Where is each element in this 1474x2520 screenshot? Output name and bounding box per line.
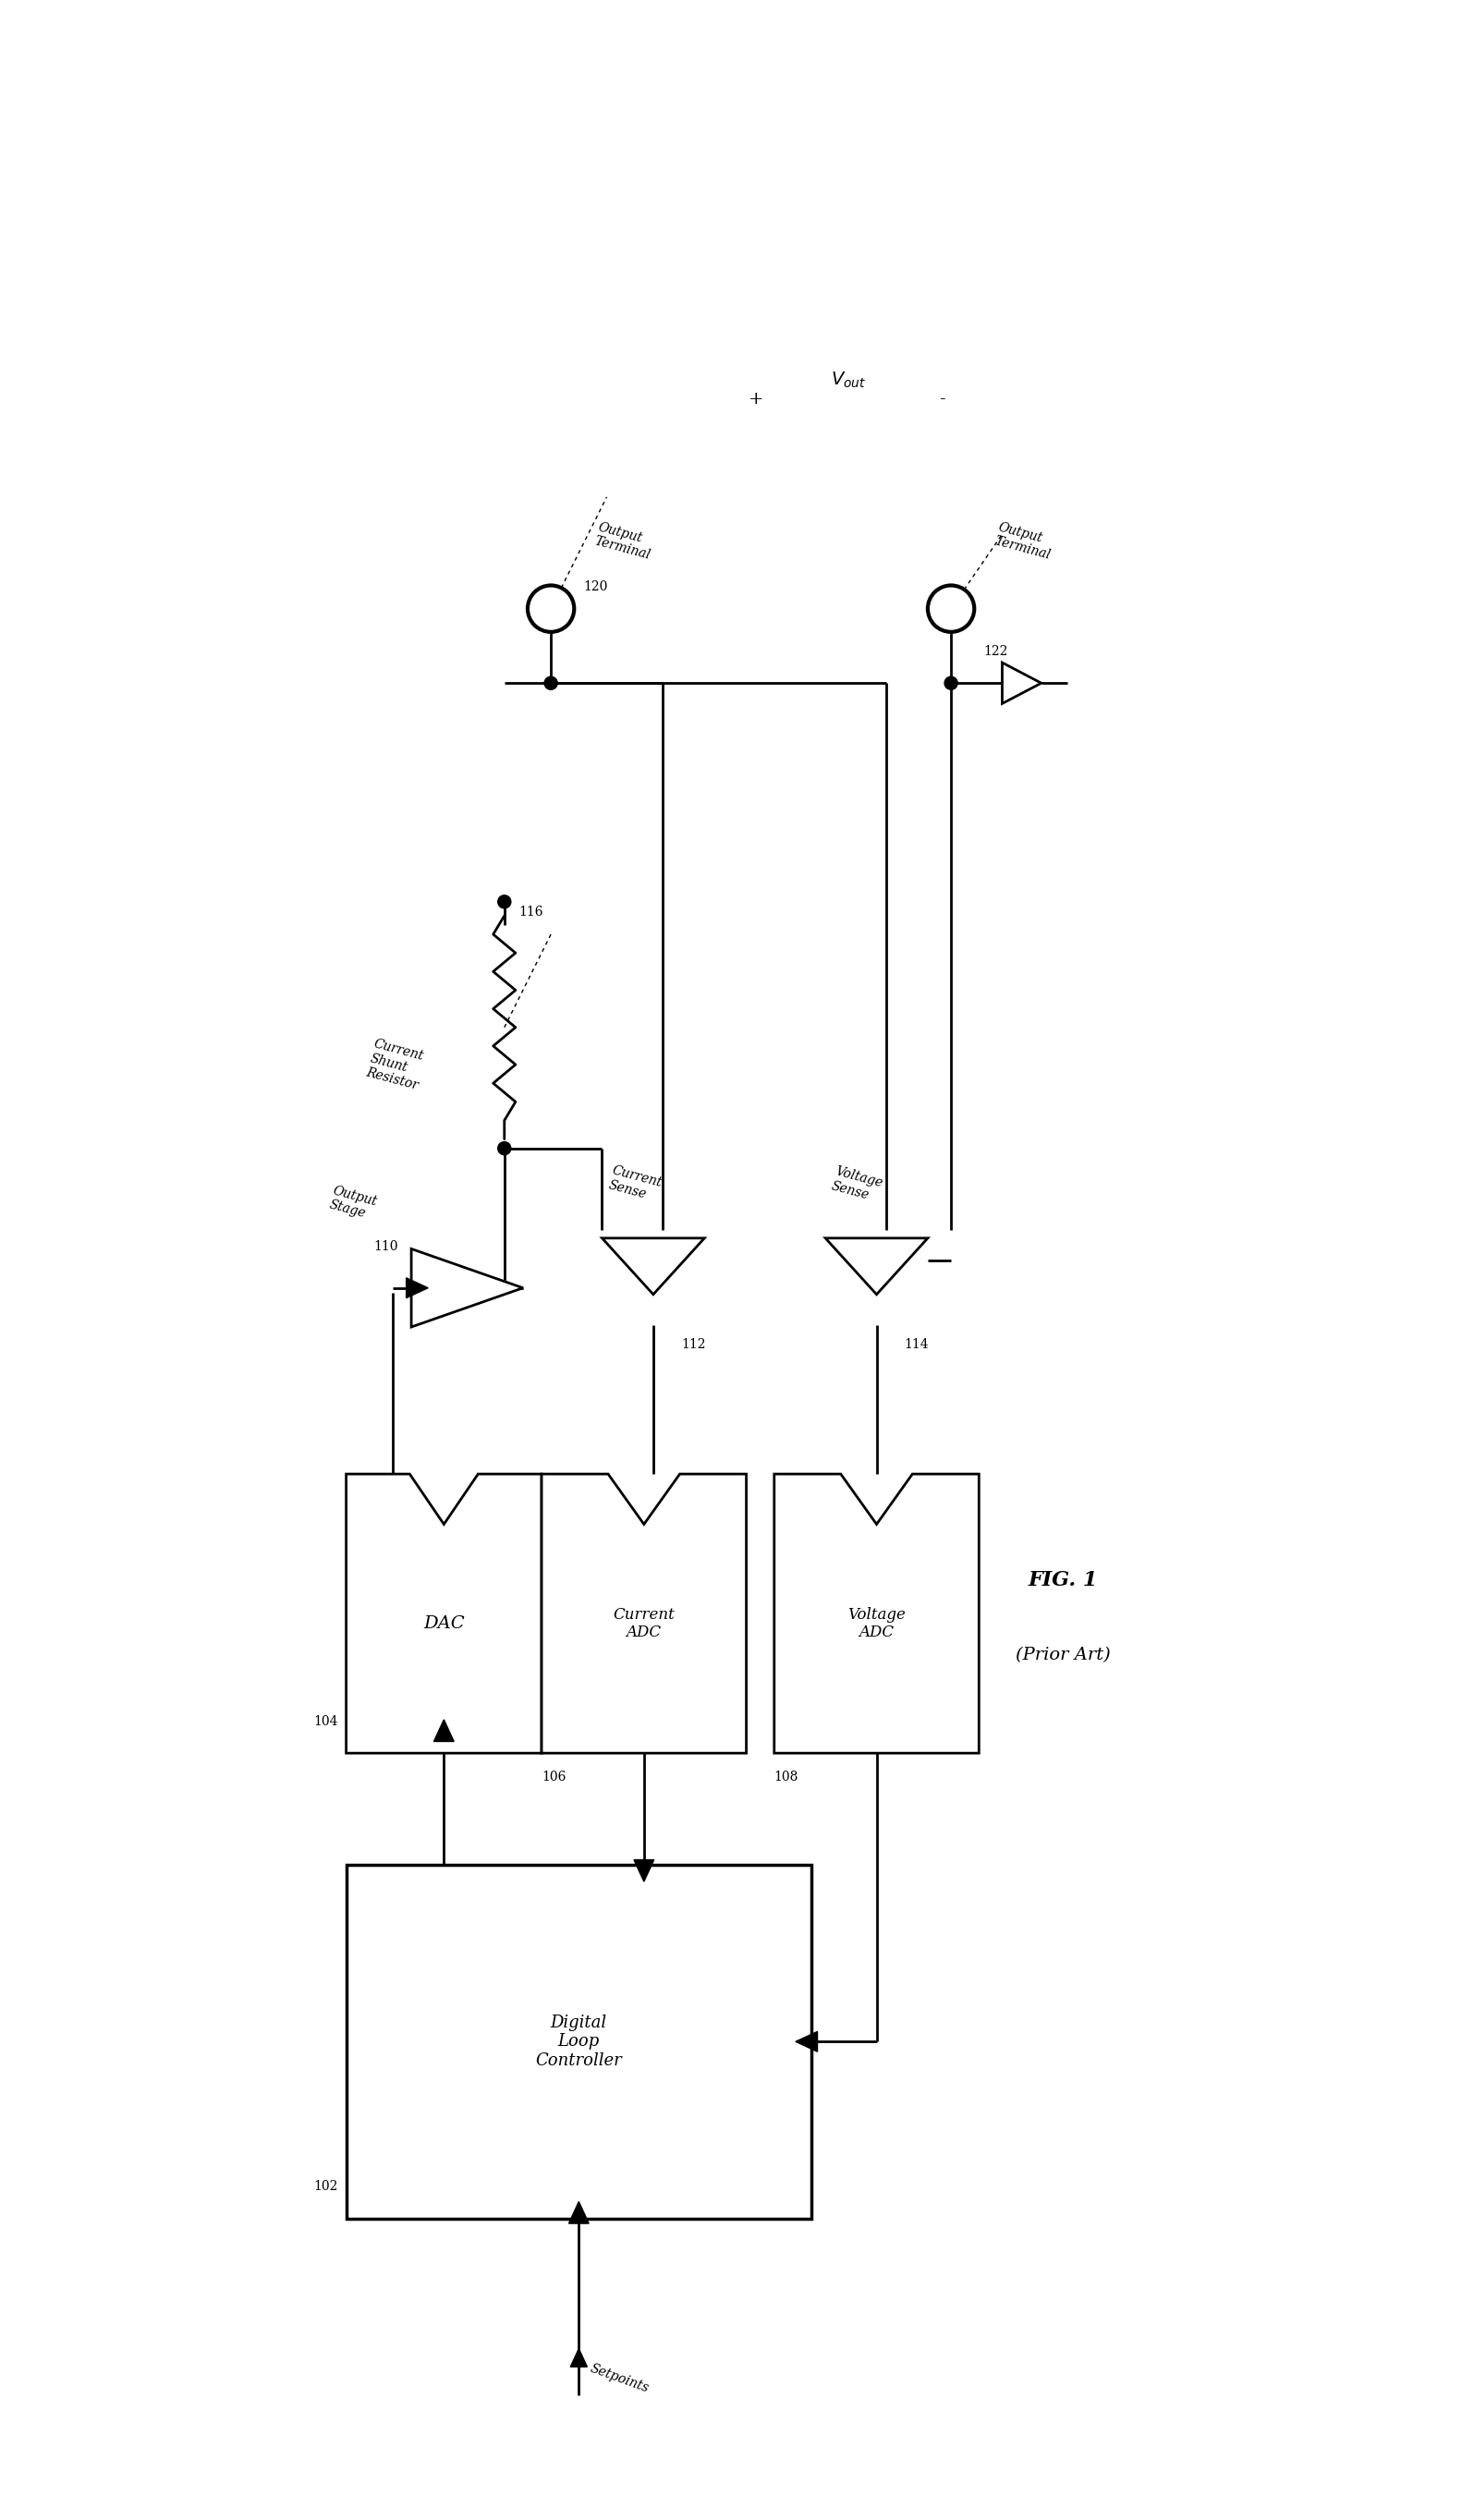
Text: Current
Sense: Current Sense <box>607 1164 663 1205</box>
Polygon shape <box>634 1860 654 1882</box>
Text: Digital
Loop
Controller: Digital Loop Controller <box>535 2013 622 2069</box>
Polygon shape <box>407 1278 427 1298</box>
Text: Output
Terminal: Output Terminal <box>593 519 656 562</box>
Text: -: - <box>939 391 945 408</box>
Text: Output
Stage: Output Stage <box>327 1184 379 1222</box>
Polygon shape <box>570 2349 587 2366</box>
Polygon shape <box>601 1237 705 1295</box>
Text: 116: 116 <box>519 905 542 917</box>
FancyBboxPatch shape <box>346 1865 812 2218</box>
Polygon shape <box>346 1474 541 1754</box>
Polygon shape <box>569 2202 588 2223</box>
Circle shape <box>945 675 958 690</box>
Text: 108: 108 <box>774 1772 799 1784</box>
Text: Setpoints: Setpoints <box>588 2361 650 2394</box>
Polygon shape <box>774 1474 979 1754</box>
Text: Current
ADC: Current ADC <box>613 1608 675 1641</box>
Text: 104: 104 <box>314 1716 338 1729</box>
Polygon shape <box>796 2031 818 2051</box>
Text: 110: 110 <box>374 1240 398 1252</box>
Text: $V_{out}$: $V_{out}$ <box>831 370 867 391</box>
Text: DAC: DAC <box>423 1615 464 1633</box>
Text: FIG. 1: FIG. 1 <box>1027 1570 1098 1590</box>
Circle shape <box>927 585 974 633</box>
Polygon shape <box>411 1250 523 1328</box>
Polygon shape <box>825 1237 927 1295</box>
Circle shape <box>498 895 511 907</box>
Circle shape <box>528 585 575 633</box>
Text: 102: 102 <box>314 2180 338 2192</box>
Circle shape <box>544 675 557 690</box>
Text: 122: 122 <box>983 645 1008 658</box>
Text: 120: 120 <box>584 580 607 592</box>
Text: Voltage
ADC: Voltage ADC <box>848 1608 905 1641</box>
Polygon shape <box>433 1719 454 1741</box>
Circle shape <box>498 1142 511 1154</box>
Polygon shape <box>1002 663 1041 703</box>
Text: Output
Terminal: Output Terminal <box>993 519 1055 562</box>
Text: Current
Shunt
Resistor: Current Shunt Resistor <box>364 1038 427 1094</box>
Polygon shape <box>541 1474 746 1754</box>
Text: +: + <box>747 391 764 408</box>
Text: Voltage
Sense: Voltage Sense <box>830 1164 884 1205</box>
Text: 114: 114 <box>905 1338 929 1351</box>
Text: 112: 112 <box>681 1338 706 1351</box>
Text: (Prior Art): (Prior Art) <box>1016 1648 1110 1663</box>
Text: 106: 106 <box>541 1772 566 1784</box>
